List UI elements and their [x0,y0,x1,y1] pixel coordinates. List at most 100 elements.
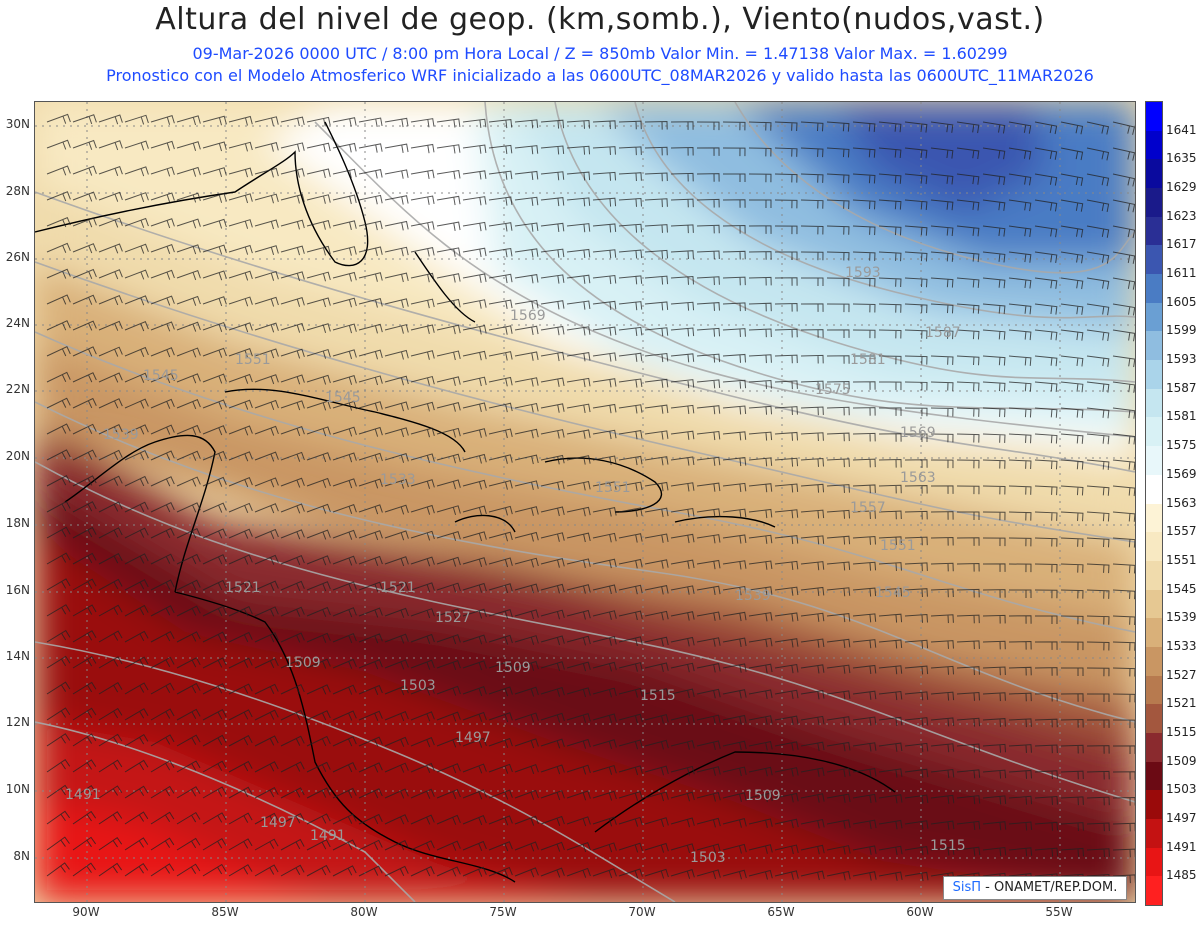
wind-barb [228,296,253,307]
wind-barb [618,481,643,491]
wind-barb [774,380,798,390]
wind-barb [332,839,357,851]
wind-barb [46,526,71,539]
wind-barb [1008,821,1033,831]
wind-barb [722,405,747,415]
wind-barb [150,140,175,151]
wind-barb [202,502,227,513]
wind-barb [878,329,902,339]
wind-barb [72,810,97,825]
wind-barb [332,865,357,877]
wind-barb [202,863,227,877]
colorbar-cell [1146,790,1162,820]
wind-barb [72,139,97,150]
wind-barb [332,375,357,385]
wind-barb [176,657,201,669]
wind-barb [956,820,981,831]
wind-barb [1112,848,1135,858]
wind-barb [566,532,591,543]
wind-barb [566,738,591,749]
wind-barb [644,765,669,776]
wind-barb [514,325,539,336]
wind-barb [1008,303,1032,315]
wind-barb [410,479,435,489]
wind-barb [202,476,227,487]
wind-barb [176,476,201,487]
wind-barb [202,373,227,384]
wind-barb [826,793,851,803]
wind-barb [644,146,668,156]
wind-barb [332,246,357,256]
wind-barb [98,707,123,721]
wind-barb [540,300,565,310]
wind-barb [98,630,123,643]
wind-barb [98,553,123,565]
wind-barb [904,485,928,494]
wind-barb [566,326,591,336]
wind-barb [956,277,980,288]
wind-barb [202,270,227,281]
wind-barb [72,681,97,695]
wind-barb [852,690,877,700]
wind-barb [46,216,71,228]
wind-barb [72,423,97,435]
wind-barb [618,326,643,337]
wind-barb [98,682,123,695]
wind-barb [930,225,954,237]
wind-barb [72,526,97,539]
wind-barb [514,764,539,775]
wind-barb [644,688,669,698]
wind-barb [1034,121,1058,135]
wind-barb [904,768,929,778]
wind-barb [228,606,253,617]
wind-barb [332,684,357,695]
wind-barb [800,509,825,519]
wind-barb [696,379,721,389]
wind-barb [774,689,799,700]
wind-barb [46,733,71,747]
contour-label: 1491 [310,828,346,844]
wind-barb [748,431,773,441]
wind-barb [1008,641,1032,650]
wind-barb [852,225,876,236]
wind-barb [436,402,461,412]
wind-barb [1060,563,1084,573]
wind-barb [644,430,669,440]
wind-barb [930,846,955,856]
wind-barb [202,683,227,695]
wind-barb [358,710,383,721]
wind-barb [826,251,850,261]
wind-barb [1008,121,1032,134]
wind-barb [696,121,720,131]
colorbar-label: 1575 [1166,438,1197,453]
wind-barb [306,142,331,153]
wind-barb [618,739,643,750]
wind-barb [514,635,539,645]
wind-barb [514,351,539,361]
wind-barb [436,866,461,877]
wind-barb [254,761,279,773]
wind-barb [1034,407,1058,418]
wind-barb [982,329,1006,340]
wind-barb [696,198,720,208]
wind-barb [514,583,539,594]
wind-barb [1060,381,1084,393]
wind-barb [1034,511,1058,521]
wind-barb [800,380,824,390]
wind-barb [878,536,902,546]
colorbar-cell [1146,474,1162,504]
wind-barb [384,607,409,618]
wind-barb [774,457,799,467]
wind-barb [488,686,513,697]
wind-barb [904,277,928,288]
wind-barb [852,381,876,390]
wind-barb [98,604,123,617]
wind-barb [800,354,824,364]
wind-barb [930,640,954,649]
colorbar-cell [1146,818,1162,849]
wind-barb [98,527,123,539]
wind-barb [1112,822,1135,832]
wind-barb [1008,511,1032,521]
wind-barb [124,656,149,669]
wind-barb [176,244,201,255]
